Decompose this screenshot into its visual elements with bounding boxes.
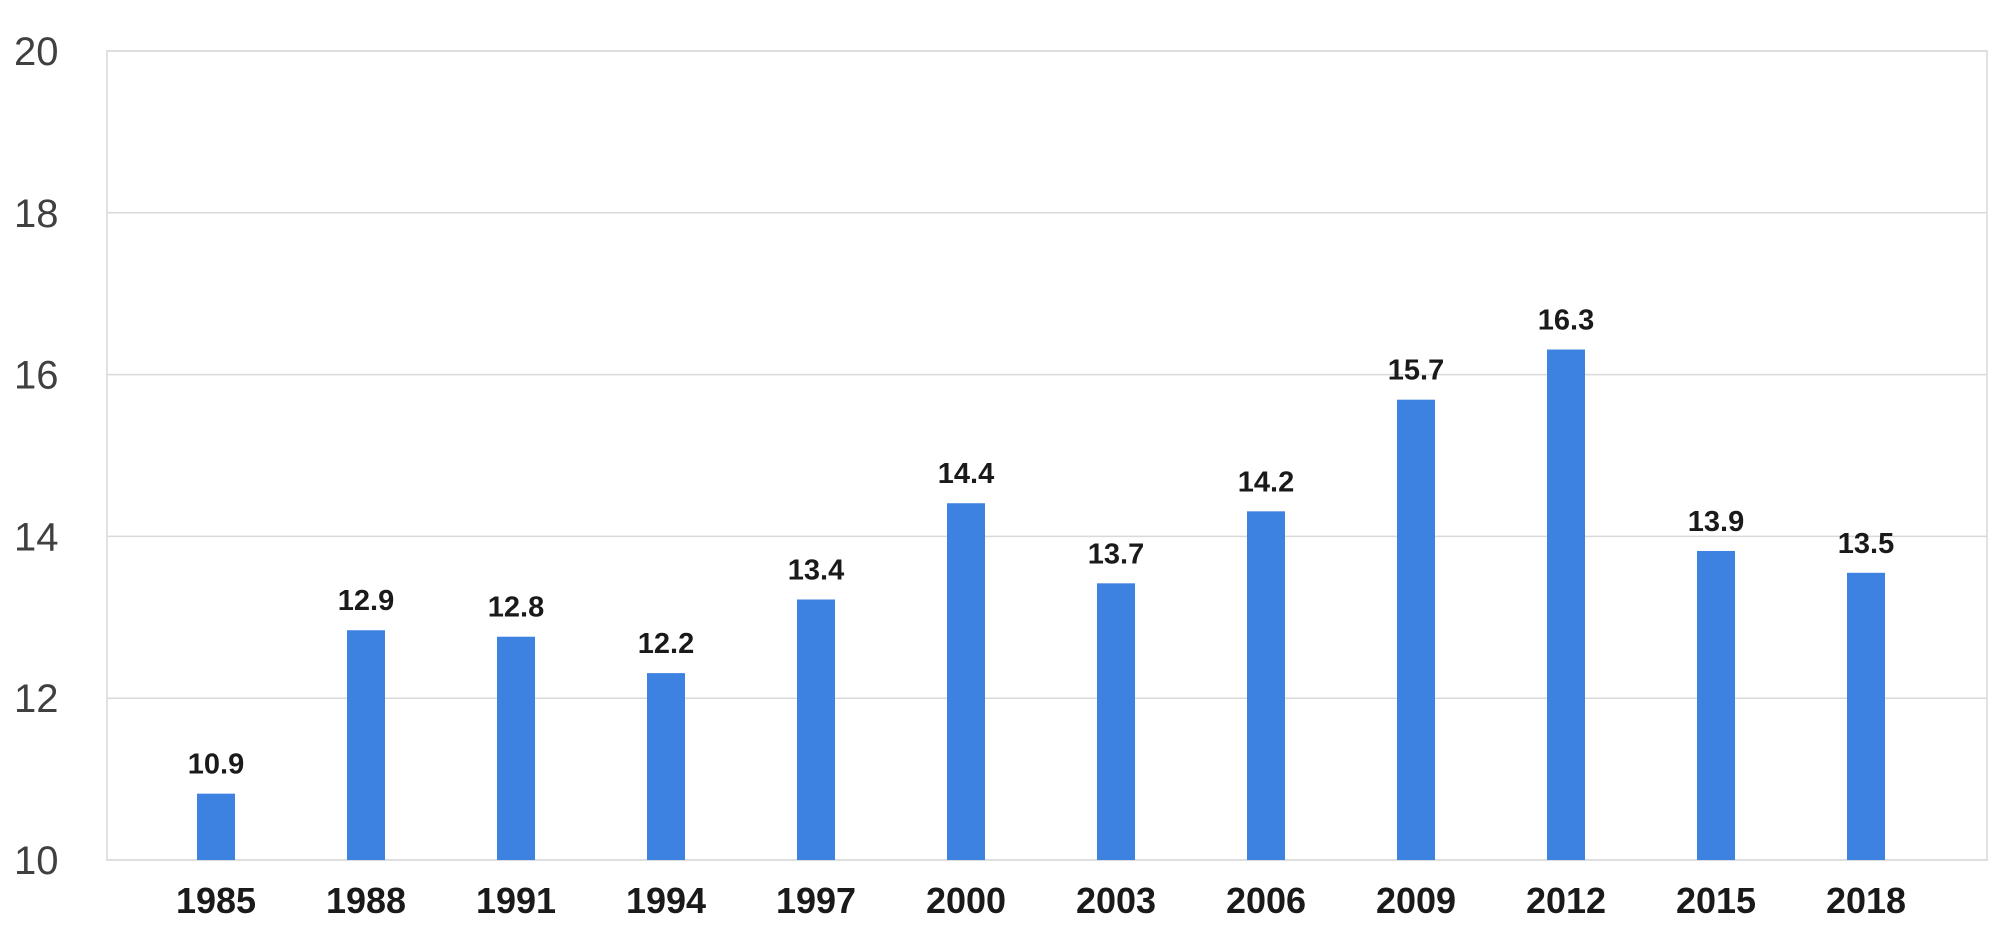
x-tick-label: 2018	[1826, 880, 1906, 921]
data-label-1994: 12.2	[638, 628, 694, 660]
bar-1997	[797, 599, 835, 860]
y-tick-label: 18	[14, 192, 59, 236]
bar-1988	[347, 630, 385, 860]
x-tick-label: 1988	[326, 880, 406, 921]
data-label-2012: 16.3	[1538, 305, 1594, 337]
data-labels: 10.9 12.9 12.8 12.2 13.4 14.4 13.7 14.2 15.7 16.3…	[188, 305, 1894, 781]
y-tick-label: 16	[14, 354, 59, 398]
data-label-2003: 13.7	[1088, 538, 1144, 570]
y-tick-label: 14	[14, 515, 59, 559]
plot-area	[106, 50, 1988, 861]
bars	[197, 349, 1885, 860]
data-label-2006: 14.2	[1238, 466, 1294, 498]
x-tick-label: 1985	[176, 880, 256, 921]
x-tick-label: 1991	[476, 880, 556, 921]
data-label-1991: 12.8	[488, 592, 544, 624]
x-tick-label: 1994	[626, 880, 706, 921]
bar-2006	[1247, 511, 1285, 860]
bar-2012	[1547, 349, 1585, 860]
y-tick-label: 20	[14, 30, 59, 74]
bar-2000	[947, 503, 985, 860]
x-tick-label: 2006	[1226, 880, 1306, 921]
data-label-2015: 13.9	[1688, 506, 1744, 538]
x-tick-label: 2015	[1676, 880, 1756, 921]
bar-1985	[197, 793, 235, 860]
x-tick-label: 1997	[776, 880, 856, 921]
bar-2015	[1697, 550, 1735, 860]
bar-1991	[497, 636, 535, 860]
x-tick-label: 2000	[926, 880, 1006, 921]
data-label-1985: 10.9	[188, 749, 244, 781]
bar-1994	[647, 673, 685, 860]
x-tick-label: 2009	[1376, 880, 1456, 921]
x-tick-label: 2003	[1076, 880, 1156, 921]
data-label-2009: 15.7	[1388, 355, 1444, 387]
y-tick-label: 12	[14, 677, 59, 721]
bar-2003	[1097, 583, 1135, 860]
bar-2018	[1847, 572, 1885, 860]
y-axis: 10 12 14 16 18 20	[14, 30, 59, 883]
data-label-2018: 13.5	[1838, 528, 1894, 560]
x-axis: 1985 1988 1991 1994 1997 2000 2003 2006 2009 2012…	[176, 880, 1906, 921]
data-label-2000: 14.4	[938, 458, 994, 490]
x-tick-label: 2012	[1526, 880, 1606, 921]
data-label-1997: 13.4	[788, 555, 844, 587]
data-label-1988: 12.9	[338, 585, 394, 617]
y-tick-label: 10	[14, 839, 59, 883]
bar-2009	[1397, 399, 1435, 860]
